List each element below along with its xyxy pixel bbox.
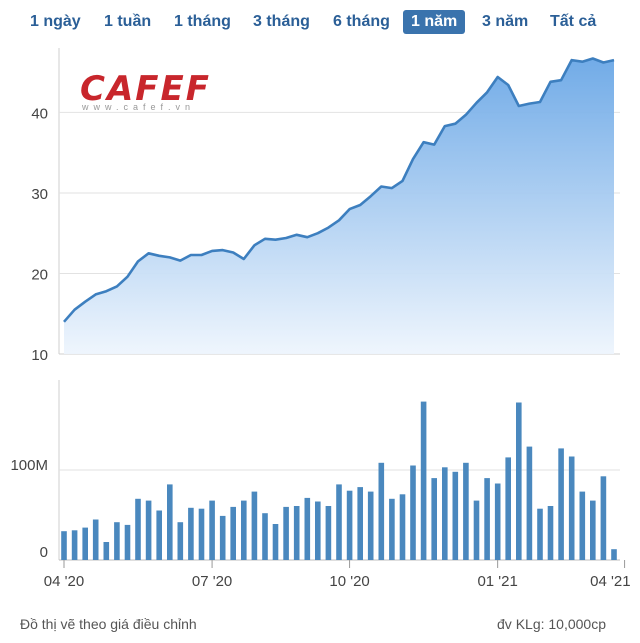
tab-6-tháng[interactable]: 6 tháng — [333, 13, 390, 30]
tab-1-năm[interactable]: 1 năm — [403, 10, 466, 34]
logo-url: www.cafef.vn — [82, 102, 196, 112]
volume-bar — [167, 484, 173, 560]
volume-bar — [410, 465, 416, 560]
volume-bar — [590, 500, 596, 560]
volume-bar — [219, 515, 226, 560]
volume-bar — [346, 490, 353, 560]
volume-bar — [579, 491, 586, 560]
x-tick-label: 10 '20 — [329, 573, 369, 590]
volume-bar — [367, 491, 374, 560]
volume-bar — [547, 506, 554, 560]
x-tick-label: 07 '20 — [192, 573, 232, 590]
volume-bar — [114, 522, 120, 560]
tab-1-tuần[interactable]: 1 tuần — [104, 13, 152, 30]
volume-bar — [92, 519, 99, 560]
volume-bar — [463, 462, 469, 560]
volume-bar — [315, 501, 321, 560]
adjusted-price-note: Đồ thị vẽ theo giá điều chỉnh — [20, 616, 197, 632]
tab-3-năm[interactable]: 3 năm — [482, 13, 529, 30]
x-tick-label: 01 '21 — [477, 573, 517, 590]
volume-bar — [209, 500, 215, 560]
volume-bar — [537, 508, 543, 560]
x-tick-label: 04 '20 — [44, 573, 84, 590]
volume-bar — [82, 527, 88, 560]
volume-bar — [177, 522, 184, 560]
volume-bar — [452, 471, 459, 560]
price-area-fill — [64, 58, 614, 354]
volume-bar — [230, 506, 236, 560]
tab-3-tháng[interactable]: 3 tháng — [253, 13, 310, 30]
volume-bar — [262, 513, 268, 560]
cafef-logo: CAFEF www.cafef.vn — [80, 72, 280, 112]
price-panel: 10 20 30 40 — [31, 48, 620, 364]
volume-bar — [473, 500, 480, 560]
volume-bar — [145, 500, 152, 560]
volume-bar — [156, 510, 162, 560]
volume-tick-label: 100M — [10, 457, 48, 474]
volume-bar — [431, 478, 437, 560]
tab-1-ngày[interactable]: 1 ngày — [30, 13, 81, 30]
volume-panel: 0 100M 04 '20 07 '20 10 '20 01 '21 04 '21 — [10, 380, 631, 590]
volume-bar — [357, 487, 363, 560]
tab-Tất-cả[interactable]: Tất cả — [550, 13, 597, 30]
tab-1-tháng[interactable]: 1 tháng — [174, 13, 231, 30]
volume-bar — [558, 448, 564, 560]
volume-bar — [188, 507, 194, 560]
stock-chart: 10 20 30 40 0 100M 04 '20 07 '20 10 '20 01 '21 04… — [10, 48, 631, 590]
volume-unit-note: đv KLg: 10,000cp — [497, 616, 606, 632]
volume-bar — [399, 494, 406, 560]
volume-bar — [124, 524, 131, 560]
volume-bar — [378, 462, 385, 560]
range-tabs: 1 ngày 1 tuần 1 tháng 3 tháng 6 tháng 1 năm 3 … — [0, 8, 640, 38]
volume-bar — [103, 542, 110, 560]
volume-bar — [568, 456, 575, 560]
volume-bar — [442, 467, 448, 560]
price-tick-label: 20 — [31, 266, 48, 283]
volume-bar — [494, 483, 501, 560]
volume-bar — [600, 476, 607, 560]
volume-bar — [241, 500, 247, 560]
volume-bar — [283, 506, 289, 560]
volume-bar — [505, 457, 511, 560]
volume-bar — [272, 524, 279, 560]
volume-bar — [61, 531, 67, 560]
price-tick-label: 40 — [31, 105, 48, 122]
volume-bar — [251, 491, 258, 560]
volume-bar — [611, 549, 617, 560]
x-tick-label: 04 '21 — [590, 573, 630, 590]
volume-bar — [135, 498, 141, 560]
volume-bar — [484, 478, 490, 560]
volume-bar — [198, 508, 205, 560]
logo-wordmark: CAFEF — [80, 69, 211, 109]
volume-bar — [336, 484, 342, 560]
volume-bar — [526, 446, 533, 560]
volume-bar — [304, 497, 311, 560]
volume-bar — [420, 401, 427, 560]
volume-bar — [516, 402, 522, 560]
volume-bar — [71, 530, 78, 560]
volume-bar — [325, 506, 332, 560]
price-tick-label: 10 — [31, 347, 48, 364]
volume-bar — [389, 498, 395, 560]
volume-bar — [293, 506, 300, 560]
volume-tick-label: 0 — [40, 544, 48, 561]
price-tick-label: 30 — [31, 186, 48, 203]
